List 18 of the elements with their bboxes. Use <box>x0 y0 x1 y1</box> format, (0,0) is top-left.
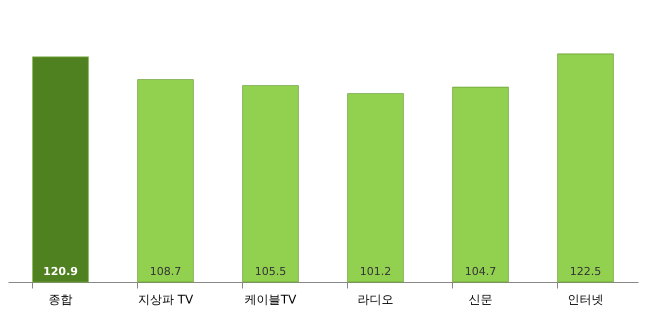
x-tick-label: 라디오 <box>358 292 394 306</box>
data-label: 120.9 <box>43 265 78 278</box>
data-label: 101.2 <box>360 265 392 278</box>
data-label: 104.7 <box>464 265 496 278</box>
bar <box>347 93 404 282</box>
bar <box>452 86 509 282</box>
bar <box>32 56 89 282</box>
x-tick-label: 종합 <box>48 292 72 306</box>
bar <box>557 54 614 282</box>
data-label: 122.5 <box>570 265 602 278</box>
data-label: 105.5 <box>254 265 286 278</box>
x-tick-label: 인터넷 <box>568 292 604 306</box>
x-tick-label: 케이블TV <box>244 292 298 306</box>
data-label: 108.7 <box>150 265 182 278</box>
x-tick-label: 지상파 TV <box>138 292 194 306</box>
bar <box>242 85 299 282</box>
bar <box>137 79 194 282</box>
x-tick-label: 신문 <box>468 292 492 306</box>
